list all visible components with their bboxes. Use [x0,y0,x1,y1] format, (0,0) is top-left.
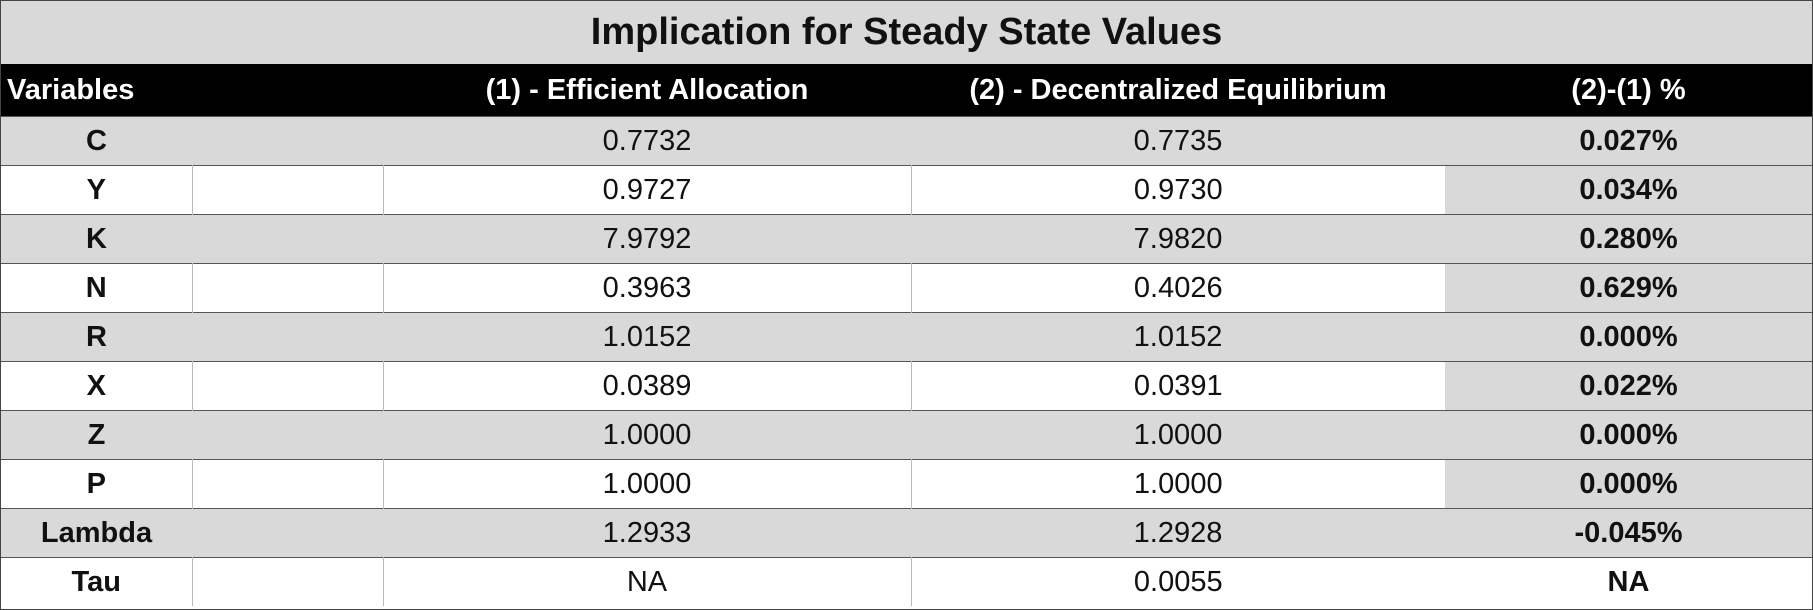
table-row: Z 1.0000 1.0000 0.000% [1,410,1812,460]
blank-cell [192,165,384,215]
value-cell: 0.7735 [911,116,1445,166]
variable-cell: Lambda [1,508,192,558]
table-row: R 1.0152 1.0152 0.000% [1,312,1812,362]
value-cell: 1.2928 [911,508,1445,558]
variable-cell: Tau [1,557,193,606]
percent-cell: -0.045% [1445,508,1812,558]
value-cell: 1.0000 [911,459,1445,509]
column-header: (2) - Decentralized Equilibrium [911,64,1445,117]
table-row: Tau NA 0.0055 NA [1,557,1812,606]
blank-cell [192,214,383,264]
variable-cell: C [1,116,192,166]
value-cell: 1.0152 [911,312,1445,362]
value-cell: 1.0000 [383,459,912,509]
blank-cell [192,459,384,509]
value-cell: 7.9792 [383,214,911,264]
table-row: P 1.0000 1.0000 0.000% [1,459,1812,509]
variable-cell: X [1,361,193,411]
percent-cell: 0.034% [1445,165,1812,215]
table-row: N 0.3963 0.4026 0.629% [1,263,1812,313]
table-row: Y 0.9727 0.9730 0.034% [1,165,1812,215]
percent-cell: 0.280% [1445,214,1812,264]
blank-cell [192,263,384,313]
value-cell: 7.9820 [911,214,1445,264]
value-cell: 0.3963 [383,263,912,313]
blank-cell [192,410,383,460]
blank-cell [192,508,383,558]
column-header: (1) - Efficient Allocation [383,64,911,117]
table: Variables (1) - Efficient Allocation (2) -… [1,64,1812,606]
value-cell: NA [383,557,912,606]
variable-cell: R [1,312,192,362]
variable-cell: N [1,263,193,313]
table-row: Lambda 1.2933 1.2928 -0.045% [1,508,1812,558]
percent-cell: NA [1445,557,1812,606]
table-title: Implication for Steady State Values [1,1,1812,64]
percent-cell: 0.022% [1445,361,1812,411]
header-row: Variables (1) - Efficient Allocation (2) -… [1,64,1812,117]
variable-cell: P [1,459,193,509]
blank-cell [192,557,384,606]
value-cell: 0.0055 [911,557,1445,606]
column-header: Variables [1,64,383,117]
value-cell: 0.9730 [911,165,1445,215]
column-header: (2)-(1) % [1445,64,1812,117]
percent-cell: 0.000% [1445,312,1812,362]
percent-cell: 0.000% [1445,410,1812,460]
value-cell: 0.0391 [911,361,1445,411]
value-cell: 0.4026 [911,263,1445,313]
table-row: K 7.9792 7.9820 0.280% [1,214,1812,264]
percent-cell: 0.027% [1445,116,1812,166]
variable-cell: K [1,214,192,264]
blank-cell [192,116,383,166]
table-row: C 0.7732 0.7735 0.027% [1,116,1812,166]
value-cell: 1.2933 [383,508,911,558]
value-cell: 0.9727 [383,165,912,215]
table-row: X 0.0389 0.0391 0.022% [1,361,1812,411]
value-cell: 1.0152 [383,312,911,362]
value-cell: 1.0000 [911,410,1445,460]
blank-cell [192,312,383,362]
percent-cell: 0.000% [1445,459,1812,509]
percent-cell: 0.629% [1445,263,1812,313]
variable-cell: Y [1,165,193,215]
value-cell: 1.0000 [383,410,911,460]
value-cell: 0.7732 [383,116,911,166]
variable-cell: Z [1,410,192,460]
blank-cell [192,361,384,411]
value-cell: 0.0389 [383,361,912,411]
